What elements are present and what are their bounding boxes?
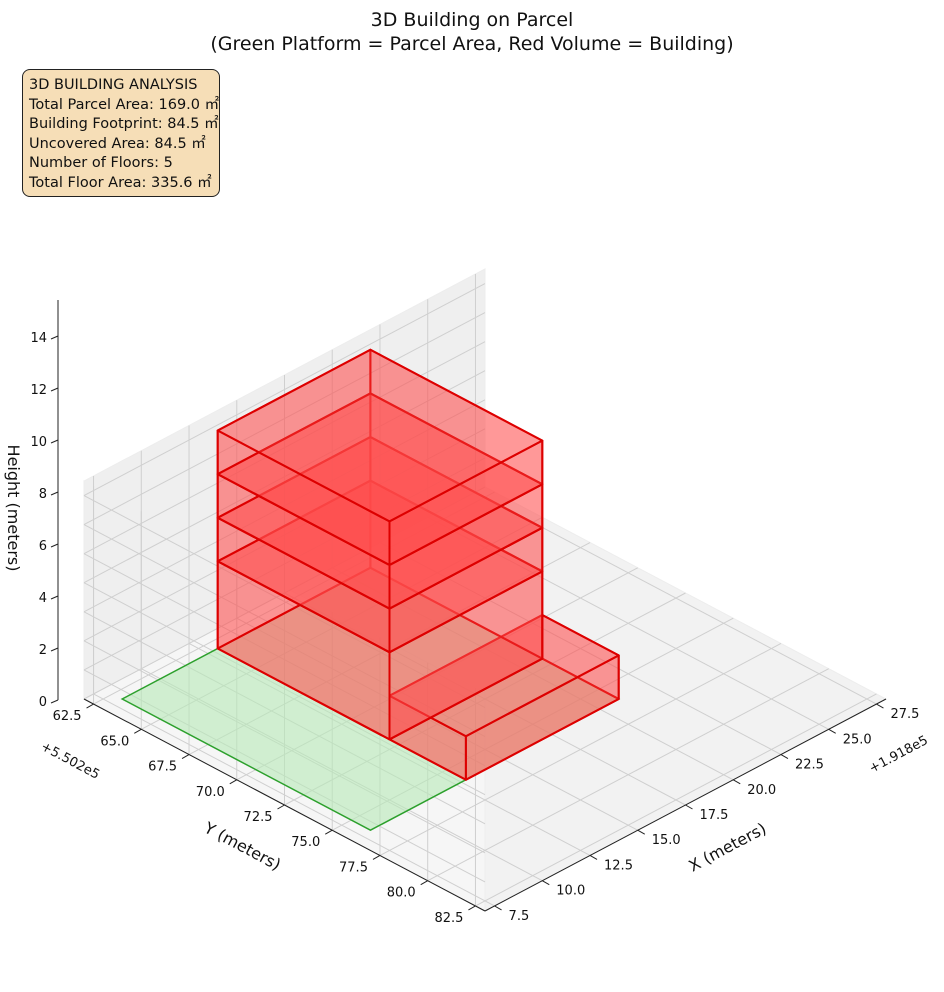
x-tick-label-3: 15.0 (652, 833, 681, 848)
info-line-floors: Number of Floors: 5 (29, 155, 173, 172)
chart-title-line-1: 3D Building on Parcel (371, 9, 574, 31)
y-tick-label-1: 65.0 (100, 734, 129, 749)
y-tick-8 (468, 905, 476, 911)
floor-block-2 (216, 436, 544, 654)
z-tick-7 (50, 335, 59, 340)
y-tick-label-2: 67.5 (148, 760, 177, 775)
x-tick-2 (589, 855, 598, 860)
y-offset-label: +5.502e5 (38, 739, 102, 782)
z-tick-3 (50, 543, 59, 548)
x-tick-label-7: 25.0 (843, 732, 872, 747)
info-line-floor-area: Total Floor Area: 335.6 ㎡ (29, 174, 212, 191)
info-box-title: 3D BUILDING ANALYSIS (29, 77, 198, 93)
z-axis-label: Height (meters) (4, 445, 23, 572)
y-tick-label-5: 75.0 (291, 835, 320, 850)
y-tick-2 (181, 754, 190, 759)
z-tick-label-5: 10 (30, 435, 47, 450)
ground-block (388, 614, 620, 781)
floor-block-1 (216, 479, 544, 741)
y-axis-label: Y (meters) (200, 818, 284, 875)
grid-line-z-right-0 (83, 486, 486, 700)
x-tick-label-4: 17.5 (700, 808, 729, 823)
y-tick-1 (134, 728, 142, 734)
ground-block-top-face (388, 614, 620, 738)
y-tick-0 (86, 703, 94, 709)
y-tick-label-8: 82.5 (434, 911, 463, 926)
info-box: 3D BUILDING ANALYSIS Total Parcel Area: … (22, 69, 220, 197)
y-tick-label-3: 70.0 (196, 785, 225, 800)
y-tick-6 (372, 855, 381, 860)
x-tick-7 (828, 728, 836, 734)
x-tick-4 (685, 804, 693, 810)
grid-line-y-floor-0 (93, 491, 495, 705)
z-tick-1 (50, 647, 59, 652)
grid-line-z-right-3 (83, 399, 486, 613)
z-tick-5 (50, 439, 59, 444)
x-tick-label-2: 12.5 (604, 858, 633, 873)
z-tick-label-7: 14 (30, 331, 47, 346)
grid-line-y-floor-6 (379, 643, 782, 856)
floor-block-4 (216, 348, 544, 566)
grid-line-z-right-1 (83, 457, 486, 671)
grid-line-z-right-2 (83, 428, 486, 642)
z-tick-label-6: 12 (30, 383, 47, 398)
info-line-parcel-area: Total Parcel Area: 169.0 ㎡ (29, 96, 220, 113)
x-offset-label: +1.918e5 (867, 733, 931, 776)
x-tick-label-1: 10.0 (556, 884, 585, 899)
z-tick-label-1: 2 (39, 643, 47, 658)
chart-marks (120, 348, 621, 832)
info-line-uncovered: Uncovered Area: 84.5 ㎡ (29, 135, 206, 152)
grid-line-z-right-5 (83, 341, 486, 555)
x-tick-6 (780, 754, 789, 759)
x-tick-1 (542, 880, 550, 886)
info-line-footprint: Building Footprint: 84.5 ㎡ (29, 116, 219, 133)
grid-line-y-floor-7 (427, 668, 829, 882)
z-tick-label-2: 4 (39, 591, 47, 606)
y-tick-label-7: 80.0 (387, 886, 416, 901)
chart-title-line-2: (Green Platform = Parcel Area, Red Volum… (210, 33, 733, 55)
y-tick-3 (229, 779, 238, 785)
y-tick-4 (277, 804, 285, 810)
z-tick-0 (50, 699, 59, 704)
y-tick-7 (420, 880, 428, 886)
grid-line-y-floor-8 (475, 693, 877, 907)
grid-line-z-right-4 (83, 370, 486, 584)
x-tick-3 (637, 829, 646, 835)
y-tick-label-0: 62.5 (53, 709, 82, 724)
z-tick-6 (50, 387, 59, 392)
x-tick-label-5: 20.0 (747, 783, 776, 798)
z-tick-4 (50, 491, 59, 496)
y-tick-label-6: 77.5 (339, 860, 368, 875)
grid-line-z-right-7 (83, 283, 486, 496)
tick-labels: 7.5 10.0 12.5 15.0 17.5 20.0 22.5 25.0 27.5 62.5 6… (30, 331, 919, 926)
y-tick-label-4: 72.5 (244, 810, 273, 825)
grid-line-z-right-6 (83, 312, 486, 526)
axis-lines (50, 300, 887, 912)
z-tick-label-3: 6 (39, 539, 47, 554)
x-tick-8 (876, 703, 884, 709)
x-tick-label-0: 7.5 (509, 909, 530, 924)
z-tick-label-4: 8 (39, 487, 47, 502)
z-tick-label-0: 0 (39, 695, 47, 710)
x-tick-0 (494, 905, 502, 911)
y-tick-5 (324, 829, 333, 835)
z-tick-2 (50, 595, 59, 600)
x-tick-label-8: 27.5 (890, 707, 919, 722)
x-axis-label: X (meters) (685, 819, 769, 876)
floor-block-4-top-face (216, 348, 544, 523)
x-tick-5 (732, 779, 741, 785)
x-tick-label-6: 22.5 (795, 758, 824, 773)
